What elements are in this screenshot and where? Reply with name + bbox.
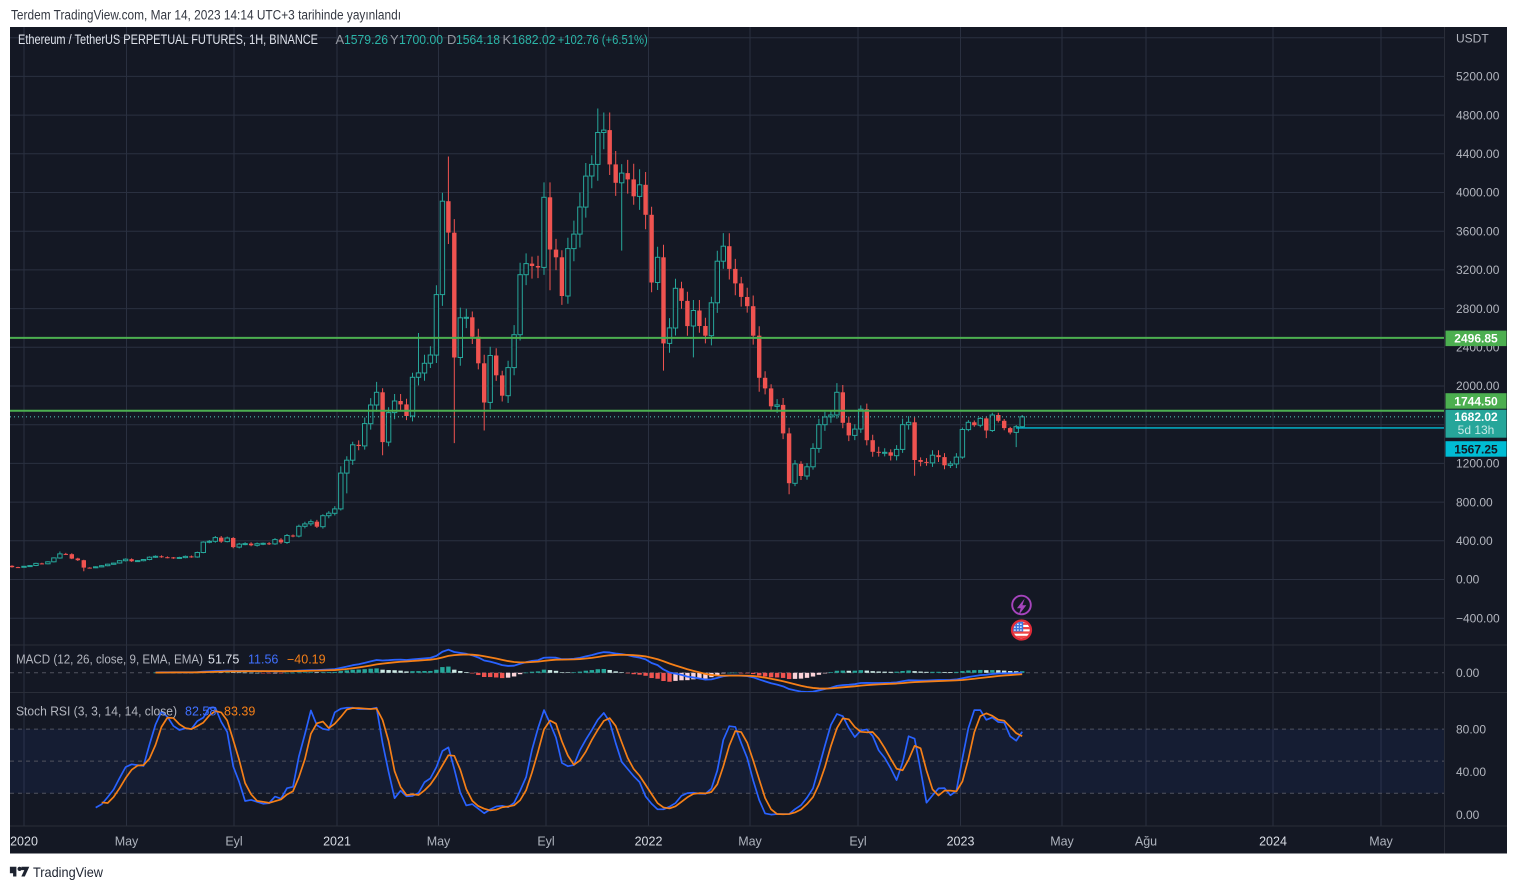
svg-text:D: D bbox=[447, 32, 456, 47]
svg-text:1744.50: 1744.50 bbox=[1454, 394, 1498, 408]
svg-text:3200.00: 3200.00 bbox=[1456, 263, 1500, 277]
svg-text:5200.00: 5200.00 bbox=[1456, 70, 1500, 84]
svg-text:82.58: 82.58 bbox=[185, 705, 216, 719]
svg-text:−40.19: −40.19 bbox=[287, 653, 326, 667]
svg-text:Ağu: Ağu bbox=[1135, 835, 1157, 849]
svg-text:3600.00: 3600.00 bbox=[1456, 224, 1500, 238]
svg-text:Terdem TradingView.com, Mar 14: Terdem TradingView.com, Mar 14, 2023 14:… bbox=[11, 8, 401, 23]
svg-text:1567.25: 1567.25 bbox=[1454, 442, 1498, 456]
svg-text:1564.18: 1564.18 bbox=[456, 32, 500, 47]
svg-text:2800.00: 2800.00 bbox=[1456, 302, 1500, 316]
svg-text:−400.00: −400.00 bbox=[1456, 611, 1500, 625]
svg-text:USDT: USDT bbox=[1456, 32, 1489, 46]
svg-text:May: May bbox=[1369, 835, 1393, 849]
svg-text:May: May bbox=[115, 835, 139, 849]
svg-text:2024: 2024 bbox=[1259, 835, 1287, 849]
svg-text:TradingView: TradingView bbox=[33, 864, 104, 880]
svg-text:5d 13h: 5d 13h bbox=[1458, 423, 1495, 437]
svg-text:2023: 2023 bbox=[947, 835, 975, 849]
svg-text:Eyl: Eyl bbox=[537, 835, 554, 849]
svg-text:Ethereum / TetherUS PERPETUAL: Ethereum / TetherUS PERPETUAL FUTURES, 1… bbox=[18, 32, 318, 47]
svg-text:80.00: 80.00 bbox=[1456, 722, 1486, 736]
svg-text:A: A bbox=[336, 32, 345, 47]
svg-text:Eyl: Eyl bbox=[849, 835, 866, 849]
svg-text:0.00: 0.00 bbox=[1456, 808, 1480, 822]
svg-text:800.00: 800.00 bbox=[1456, 495, 1493, 509]
svg-text:1682.02: 1682.02 bbox=[1454, 410, 1498, 424]
svg-text:83.39: 83.39 bbox=[224, 705, 255, 719]
svg-text:2020: 2020 bbox=[10, 835, 38, 849]
svg-text:4800.00: 4800.00 bbox=[1456, 108, 1500, 122]
svg-text:1682.02: 1682.02 bbox=[512, 32, 556, 47]
svg-text:Eyl: Eyl bbox=[225, 835, 242, 849]
svg-text:1700.00: 1700.00 bbox=[399, 32, 443, 47]
svg-text:2000.00: 2000.00 bbox=[1456, 379, 1500, 393]
svg-text:May: May bbox=[427, 835, 451, 849]
svg-text:2022: 2022 bbox=[635, 835, 663, 849]
svg-text:11.56: 11.56 bbox=[248, 653, 278, 667]
svg-text:1200.00: 1200.00 bbox=[1456, 457, 1500, 471]
svg-text:0.00: 0.00 bbox=[1456, 573, 1480, 587]
svg-text:1579.26: 1579.26 bbox=[344, 32, 388, 47]
svg-text:400.00: 400.00 bbox=[1456, 534, 1493, 548]
svg-text:4000.00: 4000.00 bbox=[1456, 186, 1500, 200]
svg-text:+102.76 (+6.51%): +102.76 (+6.51%) bbox=[558, 32, 648, 47]
svg-text:Y: Y bbox=[390, 32, 399, 47]
svg-text:4400.00: 4400.00 bbox=[1456, 147, 1500, 161]
svg-text:2496.85: 2496.85 bbox=[1454, 332, 1498, 346]
svg-text:K: K bbox=[503, 32, 512, 47]
svg-text:May: May bbox=[1050, 835, 1074, 849]
svg-text:MACD (12, 26, close, 9, EMA, E: MACD (12, 26, close, 9, EMA, EMA) bbox=[16, 653, 203, 667]
svg-text:51.75: 51.75 bbox=[208, 653, 239, 667]
svg-text:40.00: 40.00 bbox=[1456, 765, 1486, 779]
svg-text:May: May bbox=[738, 835, 762, 849]
svg-text:Stoch RSI (3, 3, 14, 14, close: Stoch RSI (3, 3, 14, 14, close) bbox=[16, 705, 177, 719]
svg-text:0.00: 0.00 bbox=[1456, 666, 1480, 680]
svg-text:2021: 2021 bbox=[323, 835, 351, 849]
